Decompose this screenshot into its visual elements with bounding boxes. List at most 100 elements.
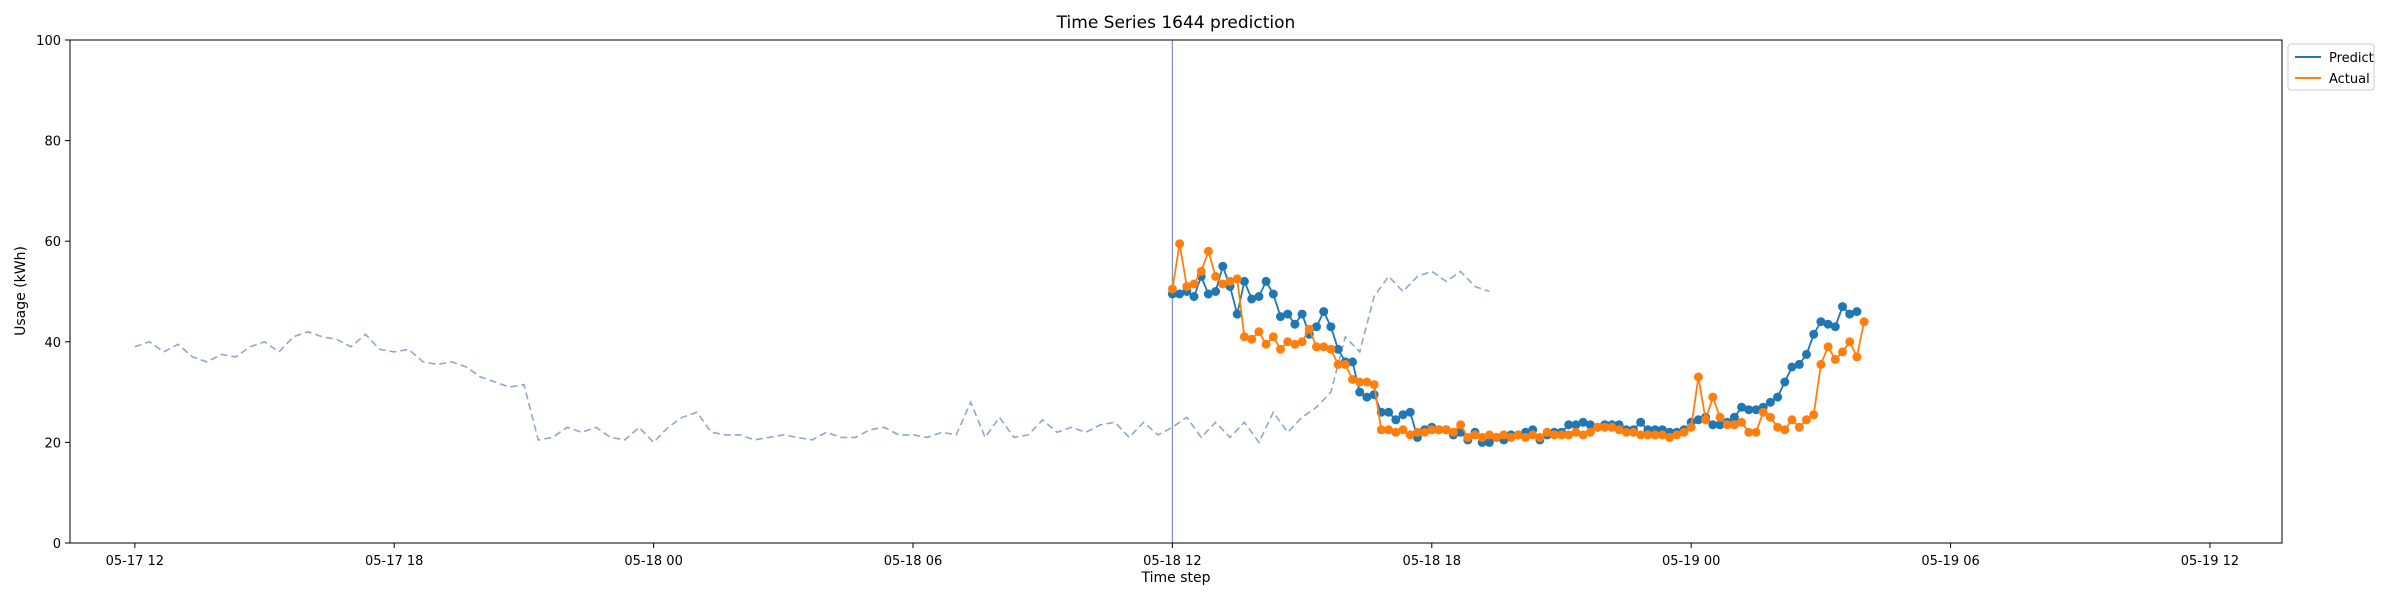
predict-point	[1823, 319, 1833, 329]
actual-point	[1484, 430, 1494, 440]
y-axis-ticks: 0 20 40 60 80 100	[36, 34, 70, 552]
actual-point	[1751, 427, 1761, 437]
actual-point	[1384, 425, 1394, 435]
predict-point	[1744, 405, 1754, 415]
actual-series	[1167, 239, 1869, 442]
predict-point	[1852, 307, 1862, 317]
actual-point	[1398, 425, 1408, 435]
predict-point	[1369, 390, 1379, 400]
actual-point	[1434, 425, 1444, 435]
predict-point	[1355, 387, 1365, 397]
actual-point	[1319, 342, 1329, 352]
actual-point	[1283, 337, 1293, 347]
predict-point	[1751, 405, 1761, 415]
actual-point	[1362, 377, 1372, 387]
actual-point	[1845, 337, 1855, 347]
actual-point	[1203, 246, 1213, 256]
actual-point	[1239, 332, 1249, 342]
predict-point	[1845, 309, 1855, 319]
x-tick-label: 05-18 00	[624, 554, 682, 569]
actual-point	[1412, 427, 1422, 437]
actual-point	[1247, 334, 1257, 344]
actual-point	[1758, 407, 1768, 417]
actual-point	[1477, 432, 1487, 442]
y-tick-label: 80	[44, 135, 61, 150]
legend-label-actual: Actual	[2329, 72, 2370, 87]
actual-point	[1312, 342, 1321, 352]
predict-point	[1838, 302, 1847, 312]
actual-point	[1405, 430, 1415, 440]
actual-point	[1693, 372, 1703, 382]
predict-point	[1232, 309, 1242, 319]
predict-point	[1830, 322, 1840, 332]
history-line	[134, 270, 1490, 444]
predict-point	[1319, 307, 1329, 317]
predict-point	[1729, 412, 1739, 422]
x-axis-label: Time step	[1141, 570, 1211, 586]
actual-point	[1276, 344, 1285, 354]
plot-area	[134, 40, 1869, 543]
predict-point	[1780, 377, 1790, 387]
chart-title: Time Series 1644 prediction	[1056, 13, 1296, 33]
predict-point	[1708, 420, 1718, 430]
predict-point	[1239, 276, 1249, 286]
actual-point	[1268, 332, 1278, 342]
predict-point	[1773, 392, 1783, 402]
actual-point	[1420, 427, 1430, 437]
actual-point	[1542, 427, 1552, 437]
actual-point	[1492, 432, 1502, 442]
predict-point	[1326, 322, 1336, 332]
predict-point	[1189, 292, 1199, 301]
actual-point	[1802, 415, 1811, 425]
predict-point	[1564, 420, 1574, 430]
predict-point	[1247, 294, 1257, 304]
actual-point	[1261, 339, 1271, 349]
predict-point	[1816, 317, 1826, 327]
x-tick-label: 05-19 00	[1662, 554, 1720, 569]
actual-point	[1211, 271, 1221, 281]
predict-point	[1218, 261, 1228, 271]
actual-point	[1499, 430, 1509, 440]
actual-point	[1167, 284, 1177, 294]
y-axis-label: Usage (kWh)	[13, 246, 29, 336]
actual-point	[1859, 317, 1869, 327]
actual-point	[1657, 430, 1667, 440]
predict-point	[1283, 309, 1293, 319]
actual-point	[1297, 337, 1307, 347]
actual-point	[1578, 430, 1588, 440]
predict-point	[1268, 289, 1278, 299]
actual-point	[1737, 417, 1747, 427]
x-tick-label: 05-17 18	[365, 554, 423, 569]
actual-point	[1679, 427, 1689, 437]
actual-point	[1175, 239, 1185, 249]
x-tick-label: 05-18 12	[1143, 554, 1201, 569]
actual-point	[1513, 430, 1523, 440]
actual-point	[1528, 430, 1538, 440]
plot-frame	[69, 39, 2283, 544]
actual-point	[1304, 324, 1314, 334]
actual-point	[1809, 410, 1819, 420]
actual-point	[1456, 420, 1466, 430]
x-tick-label: 05-19 12	[2181, 554, 2239, 569]
x-tick-label: 05-19 06	[1921, 554, 1979, 569]
actual-point	[1852, 352, 1862, 362]
actual-point	[1290, 339, 1300, 349]
actual-point	[1816, 359, 1826, 369]
predict-point	[1348, 357, 1357, 367]
actual-point	[1643, 430, 1653, 440]
predict-point	[1737, 402, 1747, 412]
predict-point	[1203, 289, 1213, 299]
legend: Predict Actual	[2287, 43, 2375, 91]
predict-point	[1802, 349, 1811, 359]
actual-point	[1333, 359, 1343, 369]
actual-point	[1823, 342, 1833, 352]
actual-point	[1427, 425, 1437, 435]
actual-point	[1636, 430, 1646, 440]
actual-point	[1715, 412, 1725, 422]
actual-point	[1254, 327, 1264, 337]
predict-point	[1384, 407, 1394, 417]
actual-point	[1787, 415, 1797, 425]
predict-point	[1297, 309, 1307, 319]
actual-point	[1838, 347, 1847, 357]
